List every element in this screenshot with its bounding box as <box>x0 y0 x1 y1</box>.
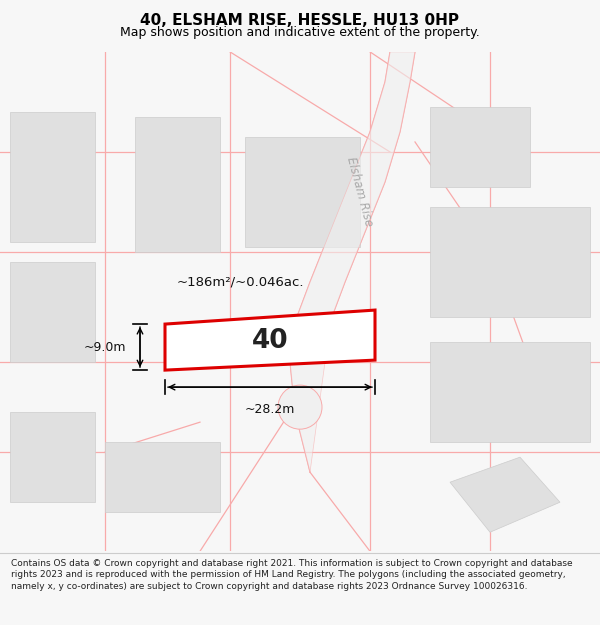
Text: Map shows position and indicative extent of the property.: Map shows position and indicative extent… <box>120 26 480 39</box>
Text: ~28.2m: ~28.2m <box>245 403 295 416</box>
Text: 40: 40 <box>251 328 289 354</box>
Text: ~186m²/~0.046ac.: ~186m²/~0.046ac. <box>176 276 304 289</box>
Polygon shape <box>430 107 530 187</box>
Polygon shape <box>105 442 220 512</box>
Polygon shape <box>165 310 375 370</box>
Polygon shape <box>430 207 590 317</box>
Circle shape <box>278 385 322 429</box>
Polygon shape <box>430 342 590 442</box>
Polygon shape <box>10 262 95 362</box>
Polygon shape <box>450 457 560 532</box>
Text: 40, ELSHAM RISE, HESSLE, HU13 0HP: 40, ELSHAM RISE, HESSLE, HU13 0HP <box>140 13 460 28</box>
Text: ~9.0m: ~9.0m <box>83 341 126 354</box>
Text: Elsham Rise: Elsham Rise <box>344 156 376 228</box>
Polygon shape <box>135 117 220 252</box>
Polygon shape <box>10 412 95 502</box>
Polygon shape <box>245 137 360 247</box>
Polygon shape <box>290 52 415 472</box>
Text: Contains OS data © Crown copyright and database right 2021. This information is : Contains OS data © Crown copyright and d… <box>11 559 572 591</box>
Polygon shape <box>10 112 95 242</box>
